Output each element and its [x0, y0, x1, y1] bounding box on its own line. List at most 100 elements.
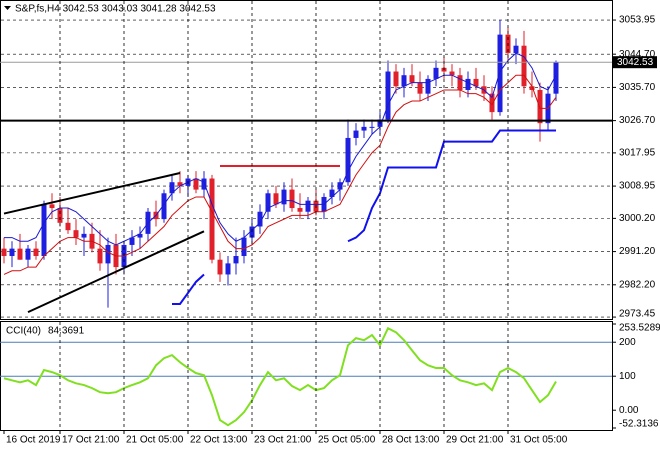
candle-body: [241, 237, 247, 257]
candle-body: [161, 193, 167, 220]
indicator-label: CCI(40): [6, 326, 41, 337]
candle-body: [465, 78, 471, 90]
x-tick-label: 22 Oct 13:00: [190, 435, 248, 446]
indicator-line: [172, 273, 205, 305]
chart-title: S&P,fs,H4 3042.53 3043.03 3041.28 3042.5…: [15, 4, 216, 15]
candle-body: [337, 182, 343, 190]
candle-body: [265, 193, 271, 212]
candle-body: [233, 256, 239, 264]
y-tick-label: 2991.20: [619, 246, 656, 257]
main-panel: [0, 0, 613, 320]
y-tick-label: 2973.45: [619, 309, 656, 320]
y-tick-label: 3017.95: [619, 148, 656, 159]
candle-body: [81, 233, 87, 238]
candle-body: [105, 244, 111, 264]
candle-body: [41, 204, 47, 257]
price-label: 3042.53: [617, 57, 654, 68]
y-tick-label: 3026.70: [619, 115, 656, 126]
candle-body: [489, 93, 495, 113]
candle-body: [449, 71, 455, 76]
candle-body: [217, 259, 223, 275]
y-tick-label: 253.5289: [619, 323, 660, 334]
y-tick-label: 2982.20: [619, 279, 656, 290]
candle-body: [369, 126, 375, 128]
candle-body: [513, 45, 519, 54]
x-tick-label: 21 Oct 05:00: [126, 435, 184, 446]
candle-body: [537, 89, 543, 124]
candle-body: [361, 126, 367, 131]
candle-body: [345, 137, 351, 183]
x-tick-label: 25 Oct 05:00: [318, 435, 376, 446]
x-tick-label: 31 Oct 05:00: [510, 435, 568, 446]
y-tick-label: 0.00: [619, 405, 639, 416]
candle-body: [201, 178, 207, 190]
candle-body: [177, 182, 183, 186]
candle-body: [209, 178, 215, 260]
candle-body: [73, 230, 79, 238]
candle-body: [193, 178, 199, 190]
trend-line: [27, 230, 205, 314]
indicator-line: [347, 129, 556, 243]
x-tick-label: 28 Oct 13:00: [382, 435, 440, 446]
y-tick-label: 200: [619, 337, 636, 348]
x-tick-label: 29 Oct 21:00: [446, 435, 504, 446]
candle-body: [137, 233, 143, 238]
candle-body: [401, 75, 407, 87]
y-tick-label: 3008.95: [619, 181, 656, 192]
candle-body: [433, 67, 439, 79]
candle-body: [225, 263, 231, 275]
candle-body: [33, 248, 39, 257]
candle-body: [353, 130, 359, 138]
y-tick-label: 3035.70: [619, 82, 656, 93]
y-tick-label: 3044.70: [619, 49, 656, 60]
candle-body: [257, 211, 263, 227]
candle-body: [169, 182, 175, 194]
menu-arrow: [4, 6, 11, 10]
candle-body: [249, 226, 255, 238]
candle-body: [529, 86, 535, 90]
cci-line: [3, 326, 557, 427]
indicator-line: [3, 74, 557, 275]
indicator-line: [4, 52, 557, 246]
cci-plot: [0, 326, 612, 427]
candle-body: [305, 200, 311, 212]
x-tick-label: 17 Oct 21:00: [62, 435, 120, 446]
candle-body: [65, 222, 71, 231]
candle-body: [409, 75, 415, 83]
candle-body: [553, 62, 559, 94]
candle-body: [273, 193, 279, 205]
main-plot: [0, 19, 612, 318]
candle-body: [329, 189, 335, 197]
y-tick-label: -52.3136: [619, 419, 659, 430]
candle-body: [417, 82, 423, 94]
x-tick-label: 16 Oct 2019: [6, 435, 61, 446]
candle-body: [57, 208, 63, 223]
x-tick-label: 23 Oct 21:00: [254, 435, 312, 446]
candle-body: [9, 248, 15, 257]
candle-body: [473, 78, 479, 87]
candle-body: [97, 248, 103, 264]
y-tick-label: 100: [619, 371, 636, 382]
candle-body: [17, 248, 23, 260]
candle-body: [393, 71, 399, 87]
candle-body: [425, 78, 431, 94]
candle-body: [281, 189, 287, 205]
candle-body: [457, 75, 463, 90]
y-tick-label: 3053.95: [619, 15, 656, 26]
candle-body: [1, 248, 7, 257]
candle-body: [297, 208, 303, 212]
candle-body: [129, 237, 135, 245]
candle-body: [25, 248, 31, 260]
y-tick-label: 3000.20: [619, 213, 656, 224]
candle-body: [497, 34, 503, 113]
candle-body: [385, 71, 391, 120]
trend-line: [3, 172, 181, 215]
candle-body: [49, 204, 55, 209]
price-box: [613, 56, 657, 69]
indicator-value: 84.3691: [48, 326, 85, 337]
candle-body: [289, 189, 295, 209]
